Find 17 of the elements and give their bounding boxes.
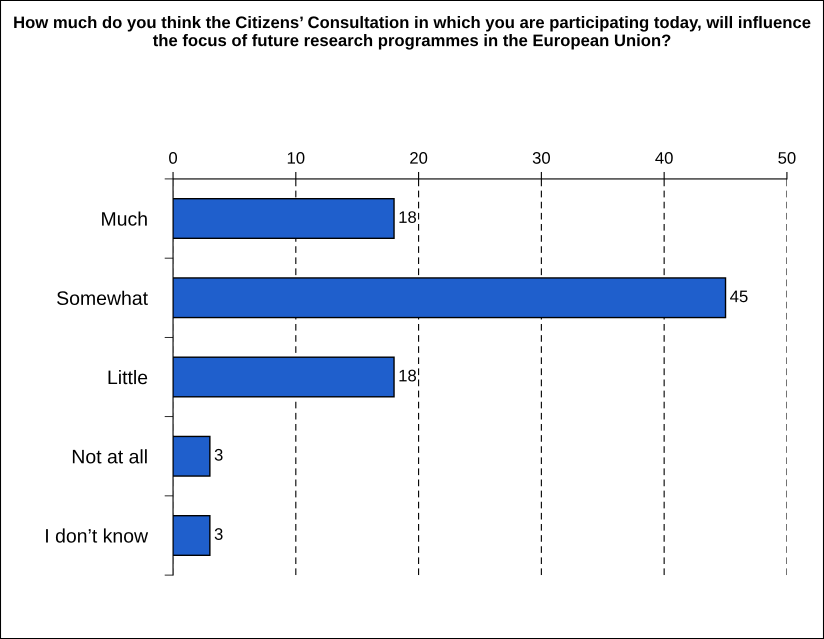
x-tick-label: 0: [169, 152, 178, 164]
x-tick-label: 50: [778, 152, 796, 164]
data-label: 18: [399, 370, 416, 382]
data-label: 45: [730, 290, 748, 302]
x-tick-label: 10: [288, 152, 304, 164]
data-label: 18: [399, 211, 416, 224]
chart-title: How much do you think the Citizens’ Consultation in which you are participating today, will influence the focus of future research programmes in the European Union?: [14, 16, 810, 50]
data-label: 3: [214, 448, 223, 461]
x-tick-label: 20: [410, 152, 428, 164]
x-tick-label: 30: [532, 152, 550, 164]
x-tick-label: 40: [655, 152, 673, 164]
y-tick-label: Somewhat: [57, 290, 148, 306]
y-tick-label: Not at all: [72, 449, 147, 464]
y-tick-label: I don’t know: [46, 528, 148, 543]
data-label: 3: [214, 528, 223, 540]
y-tick-label: Much: [102, 211, 147, 226]
y-tick-label: Little: [108, 370, 148, 384]
